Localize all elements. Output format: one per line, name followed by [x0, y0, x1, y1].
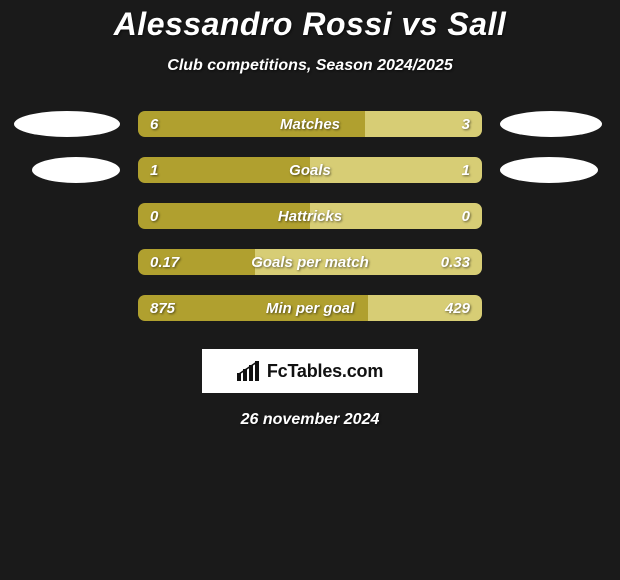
stat-bar-overlay: 0Hattricks0	[138, 203, 482, 229]
right-slot	[500, 111, 620, 137]
stat-bar-overlay: 6Matches3	[138, 111, 482, 137]
stat-right-value: 0.33	[441, 254, 470, 271]
stat-label: Goals	[138, 162, 482, 179]
subtitle: Club competitions, Season 2024/2025	[0, 57, 620, 75]
stat-row: 875Min per goal429	[0, 295, 620, 321]
stat-right-value: 1	[462, 162, 470, 179]
player-right-oval	[500, 157, 598, 183]
stat-left-value: 6	[150, 116, 158, 133]
stat-row: 0.17Goals per match0.33	[0, 249, 620, 275]
stat-left-value: 875	[150, 300, 175, 317]
stat-left-value: 1	[150, 162, 158, 179]
stat-label: Hattricks	[138, 208, 482, 225]
stat-rows: 6Matches3 1Goals1 0Hattricks0 0.17Goals per…	[0, 111, 620, 321]
comparison-card: Alessandro Rossi vs Sall Club competitio…	[0, 0, 620, 580]
player-left-oval	[14, 111, 120, 137]
stat-bar: 0Hattricks0	[138, 203, 482, 229]
stat-bar: 875Min per goal429	[138, 295, 482, 321]
bar-chart-icon	[237, 361, 261, 381]
stat-label: Matches	[138, 116, 482, 133]
stat-bar-overlay: 875Min per goal429	[138, 295, 482, 321]
stat-left-value: 0	[150, 208, 158, 225]
stat-right-value: 0	[462, 208, 470, 225]
stat-bar: 6Matches3	[138, 111, 482, 137]
page-title: Alessandro Rossi vs Sall	[0, 0, 620, 43]
stat-row: 0Hattricks0	[0, 203, 620, 229]
stat-bar: 1Goals1	[138, 157, 482, 183]
player-right-oval	[500, 111, 602, 137]
stat-bar-overlay: 1Goals1	[138, 157, 482, 183]
stat-row: 6Matches3	[0, 111, 620, 137]
stat-label: Goals per match	[138, 254, 482, 271]
stat-right-value: 3	[462, 116, 470, 133]
stat-bar: 0.17Goals per match0.33	[138, 249, 482, 275]
stat-right-value: 429	[445, 300, 470, 317]
left-slot	[0, 157, 120, 183]
stat-row: 1Goals1	[0, 157, 620, 183]
date-label: 26 november 2024	[0, 411, 620, 429]
stat-left-value: 0.17	[150, 254, 179, 271]
brand-text: FcTables.com	[267, 361, 383, 382]
stat-bar-overlay: 0.17Goals per match0.33	[138, 249, 482, 275]
stat-label: Min per goal	[138, 300, 482, 317]
brand-badge: FcTables.com	[202, 349, 418, 393]
player-left-oval	[32, 157, 120, 183]
left-slot	[0, 111, 120, 137]
right-slot	[500, 157, 620, 183]
